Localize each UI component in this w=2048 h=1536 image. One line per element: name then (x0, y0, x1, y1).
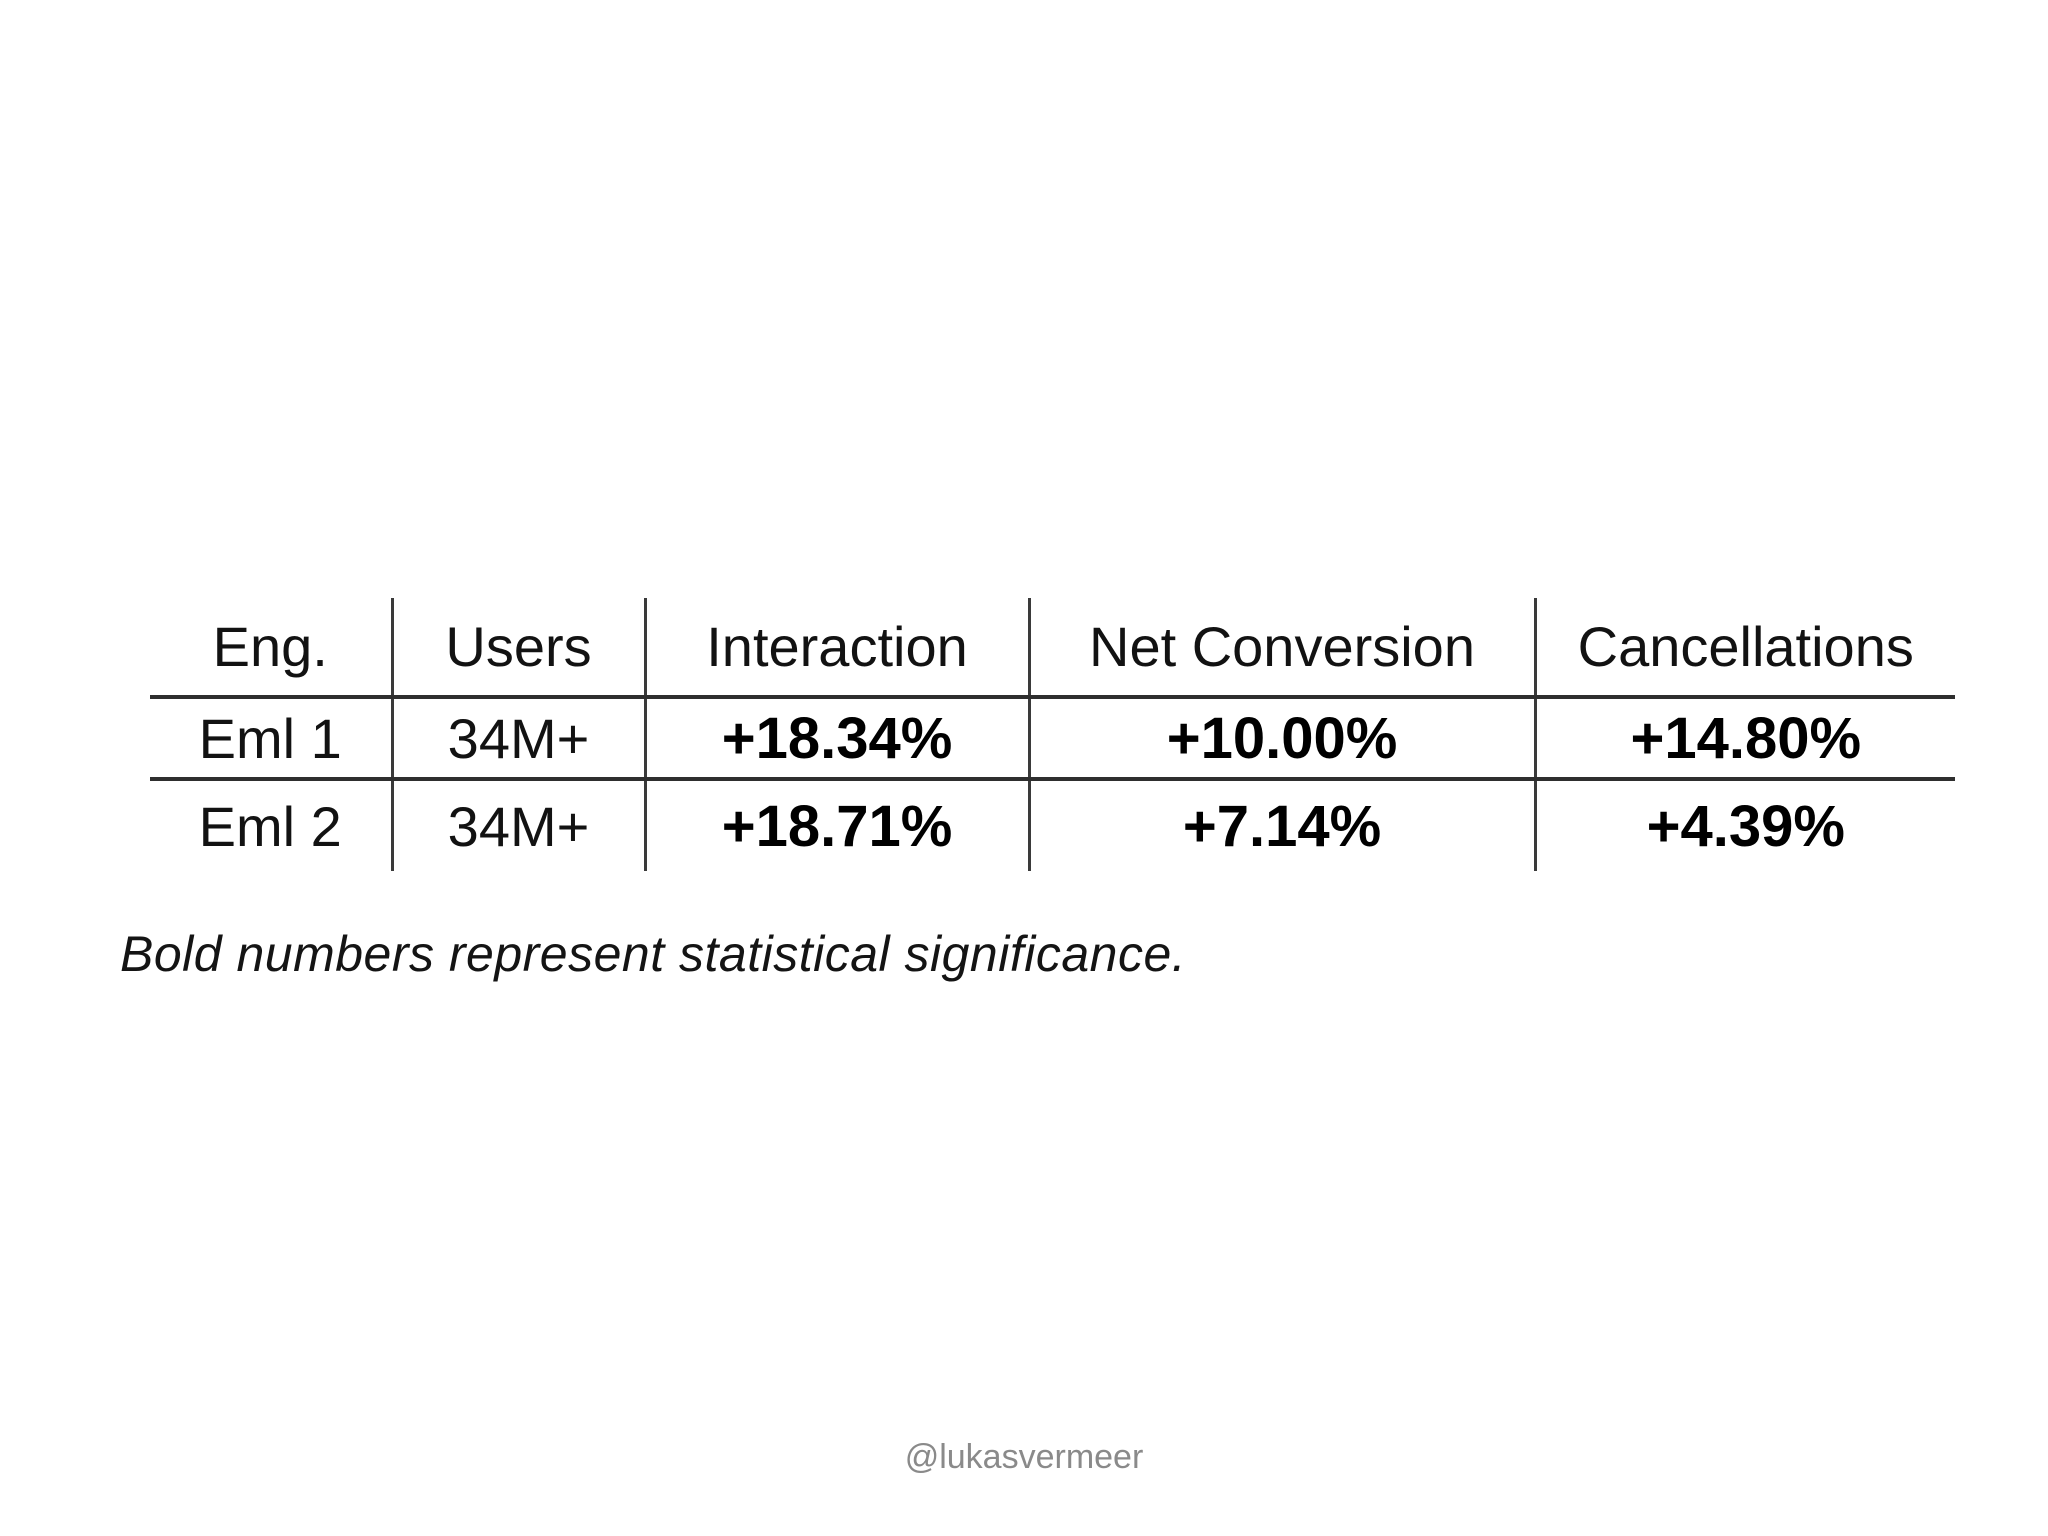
row-label: Eml 1 (150, 697, 394, 781)
cancellations-value: +14.80% (1535, 697, 1955, 781)
table-header-row: Eng. Users Interaction Net Conversion Ca… (150, 598, 1955, 699)
net-conversion-value: +10.00% (1029, 697, 1537, 781)
author-handle: @lukasvermeer (904, 1438, 1144, 1476)
significance-note: Bold numbers represent statistical signi… (120, 926, 1187, 982)
column-header-cancellations: Cancellations (1535, 598, 1955, 699)
row-label: Eml 2 (150, 779, 394, 871)
net-conversion-value: +7.14% (1029, 779, 1537, 871)
interaction-value: +18.34% (645, 697, 1031, 781)
column-header-eng: Eng. (150, 598, 394, 699)
column-header-users: Users (392, 598, 647, 699)
table-row-eml2: Eml 2 34M+ +18.71% +7.14% +4.39% (150, 779, 1955, 871)
interaction-value: +18.71% (645, 779, 1031, 871)
table-row-eml1: Eml 1 34M+ +18.34% +10.00% +14.80% (150, 697, 1955, 781)
users-value: 34M+ (392, 779, 647, 871)
results-table: Eng. Users Interaction Net Conversion Ca… (150, 598, 1955, 871)
column-header-net-conversion: Net Conversion (1029, 598, 1537, 699)
cancellations-value: +4.39% (1646, 793, 1845, 859)
column-header-interaction: Interaction (645, 598, 1031, 699)
users-value: 34M+ (392, 697, 647, 781)
